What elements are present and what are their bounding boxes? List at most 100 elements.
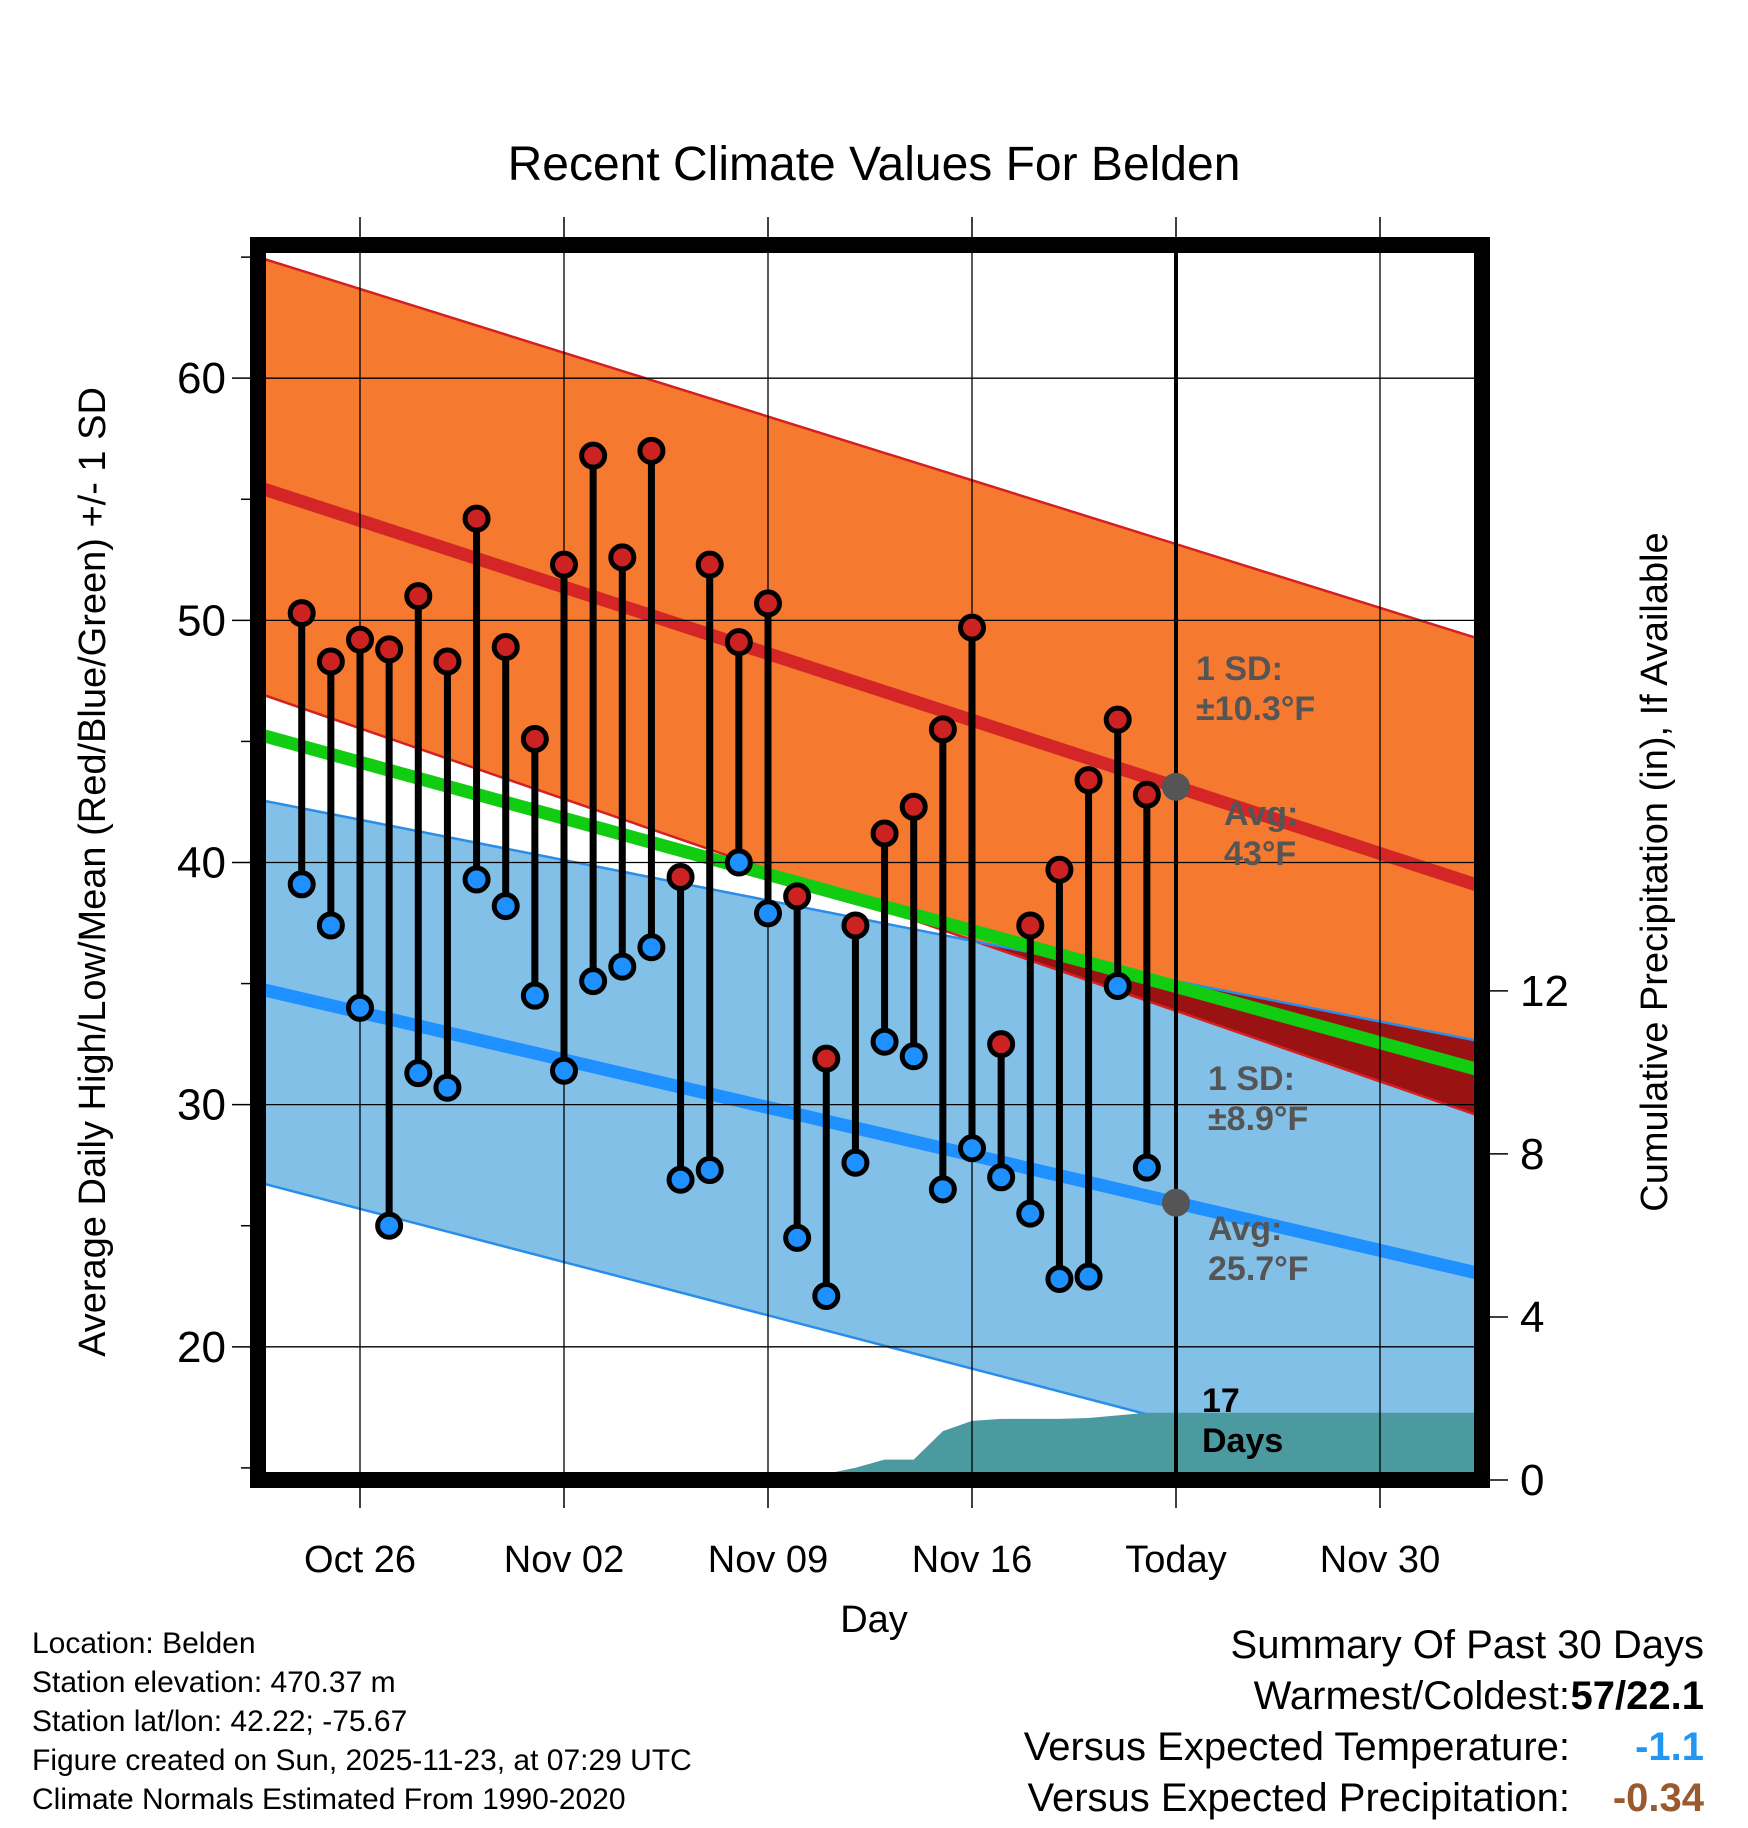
daily-low-point bbox=[958, 1134, 986, 1163]
precip-value: -0.34 bbox=[1612, 1776, 1704, 1820]
daily-high-point bbox=[928, 715, 957, 744]
daily-low-point bbox=[375, 1211, 404, 1240]
x-axis-label: Day bbox=[840, 1599, 908, 1641]
high-avg-line bbox=[258, 480, 1482, 893]
daily-high-point bbox=[491, 632, 520, 661]
daily-high-point bbox=[462, 504, 491, 533]
daily-low-point bbox=[695, 1156, 724, 1185]
daily-low-point bbox=[287, 870, 316, 899]
y-tick-label-right: 12 bbox=[1520, 967, 1569, 1016]
daily-high-point bbox=[754, 589, 782, 618]
daily-high-point bbox=[899, 792, 928, 821]
daily-low-point bbox=[783, 1223, 812, 1252]
summary-panel: Summary Of Past 30 Days Warmest/Coldest:… bbox=[1024, 1620, 1704, 1824]
x-tick-label: Nov 02 bbox=[504, 1539, 624, 1581]
daily-low-point bbox=[812, 1281, 841, 1310]
days-annotation-line1: 17 bbox=[1202, 1382, 1240, 1420]
daily-low-point bbox=[520, 981, 549, 1010]
daily-low-point bbox=[316, 911, 345, 940]
daily-low-point bbox=[1016, 1199, 1045, 1228]
daily-low-point bbox=[462, 865, 491, 894]
plot-frame bbox=[250, 237, 1490, 1488]
daily-low-point bbox=[724, 848, 753, 877]
daily-high-point bbox=[375, 635, 404, 664]
daily-high-point bbox=[520, 725, 549, 753]
daily-low-point bbox=[550, 1056, 578, 1085]
temp-value: -1.1 bbox=[1635, 1725, 1704, 1769]
x-tick-label: Oct 26 bbox=[304, 1539, 416, 1581]
y-axis-label-left: Average Daily High/Low/Mean (Red/Blue/Gr… bbox=[72, 387, 114, 1357]
low-avg-annotation: Avg: 25.7°F bbox=[1208, 1210, 1309, 1288]
temp-label: Versus Expected Temperature: bbox=[1023, 1725, 1570, 1769]
warmest-value: 57/22.1 bbox=[1570, 1674, 1704, 1718]
high-avg-marker bbox=[1162, 772, 1190, 801]
mean-avg-line bbox=[258, 727, 1482, 1078]
daily-low-point bbox=[870, 1027, 899, 1056]
high-avg-annotation: Avg: 43°F bbox=[1224, 795, 1298, 873]
daily-high-point bbox=[404, 582, 433, 611]
normals-text: Climate Normals Estimated From 1990-2020 bbox=[32, 1783, 626, 1816]
x-tick-label: Nov 30 bbox=[1320, 1539, 1440, 1581]
daily-high-point bbox=[1074, 766, 1103, 795]
x-tick-label: Nov 16 bbox=[912, 1539, 1032, 1581]
y-tick-label-left: 60 bbox=[177, 354, 226, 403]
daily-high-point bbox=[287, 599, 316, 628]
daily-high-point bbox=[608, 543, 637, 572]
daily-low-point bbox=[1045, 1265, 1074, 1294]
daily-high-point bbox=[724, 628, 753, 657]
y-tick-label-left: 40 bbox=[177, 839, 226, 888]
location-text: Location: Belden bbox=[32, 1627, 256, 1660]
warmest-label: Warmest/Coldest: bbox=[1253, 1674, 1570, 1718]
y-tick-label-right: 8 bbox=[1520, 1130, 1544, 1179]
daily-low-point bbox=[841, 1148, 870, 1177]
low-sd-upper-line bbox=[258, 798, 1482, 1043]
y-tick-label-right: 0 bbox=[1520, 1456, 1544, 1505]
daily-low-point bbox=[346, 993, 374, 1022]
plot-area bbox=[258, 245, 1482, 1480]
chart-title: Recent Climate Values For Belden bbox=[508, 138, 1241, 191]
daily-high-point bbox=[1016, 911, 1045, 940]
daily-low-point bbox=[491, 892, 520, 921]
y-tick-label-left: 20 bbox=[177, 1323, 226, 1372]
high-sd-upper-line bbox=[258, 255, 1482, 641]
elevation-text: Station elevation: 470.37 m bbox=[32, 1666, 396, 1699]
precip-row: Versus Expected Precipitation: -0.34 bbox=[1024, 1773, 1704, 1824]
high-avg-annotation-line1: Avg: bbox=[1224, 795, 1298, 833]
daily-high-point bbox=[783, 882, 812, 911]
high-avg-annotation-line2: 43°F bbox=[1224, 835, 1296, 873]
summary-title: Summary Of Past 30 Days bbox=[1230, 1623, 1704, 1667]
low-avg-annotation-line1: Avg: bbox=[1208, 1210, 1282, 1248]
daily-high-point bbox=[433, 647, 462, 676]
station-info: Location: Belden Station elevation: 470.… bbox=[32, 1624, 692, 1819]
daily-low-point bbox=[637, 933, 666, 962]
created-text: Figure created on Sun, 2025-11-23, at 07… bbox=[32, 1744, 692, 1777]
temp-row: Versus Expected Temperature: -1.1 bbox=[1024, 1722, 1704, 1773]
y-tick-label-right: 4 bbox=[1520, 1293, 1544, 1342]
daily-high-point bbox=[987, 1030, 1016, 1059]
x-tick-label: Nov 09 bbox=[708, 1539, 828, 1581]
daily-high-point bbox=[666, 863, 695, 892]
daily-low-point bbox=[666, 1165, 695, 1194]
daily-low-point bbox=[1132, 1153, 1161, 1182]
daily-low-point bbox=[928, 1175, 957, 1204]
high-sd-annotation-line2: ±10.3°F bbox=[1196, 690, 1315, 728]
daily-low-point bbox=[1074, 1262, 1103, 1291]
daily-low-point bbox=[899, 1042, 928, 1071]
precip-area bbox=[768, 1412, 1482, 1480]
warmest-row: Warmest/Coldest: 57/22.1 bbox=[1024, 1671, 1704, 1722]
low-avg-annotation-line2: 25.7°F bbox=[1208, 1250, 1309, 1288]
low-sd-annotation: 1 SD: ±8.9°F bbox=[1208, 1060, 1308, 1138]
daily-low-point bbox=[608, 952, 637, 981]
high-sd-annotation-line1: 1 SD: bbox=[1196, 650, 1283, 688]
y-axis-label-right: Cumulative Precipitation (in), If Availa… bbox=[1634, 532, 1676, 1211]
daily-high-point bbox=[637, 436, 666, 465]
daily-low-point bbox=[404, 1059, 433, 1088]
low-sd-annotation-line1: 1 SD: bbox=[1208, 1060, 1295, 1098]
latlon-text: Station lat/lon: 42.22; -75.67 bbox=[32, 1705, 408, 1738]
daily-high-point bbox=[346, 625, 374, 654]
daily-high-point bbox=[841, 911, 870, 940]
daily-high-point bbox=[316, 647, 345, 676]
y-tick-label-left: 50 bbox=[177, 596, 226, 645]
daily-low-point bbox=[433, 1073, 462, 1102]
